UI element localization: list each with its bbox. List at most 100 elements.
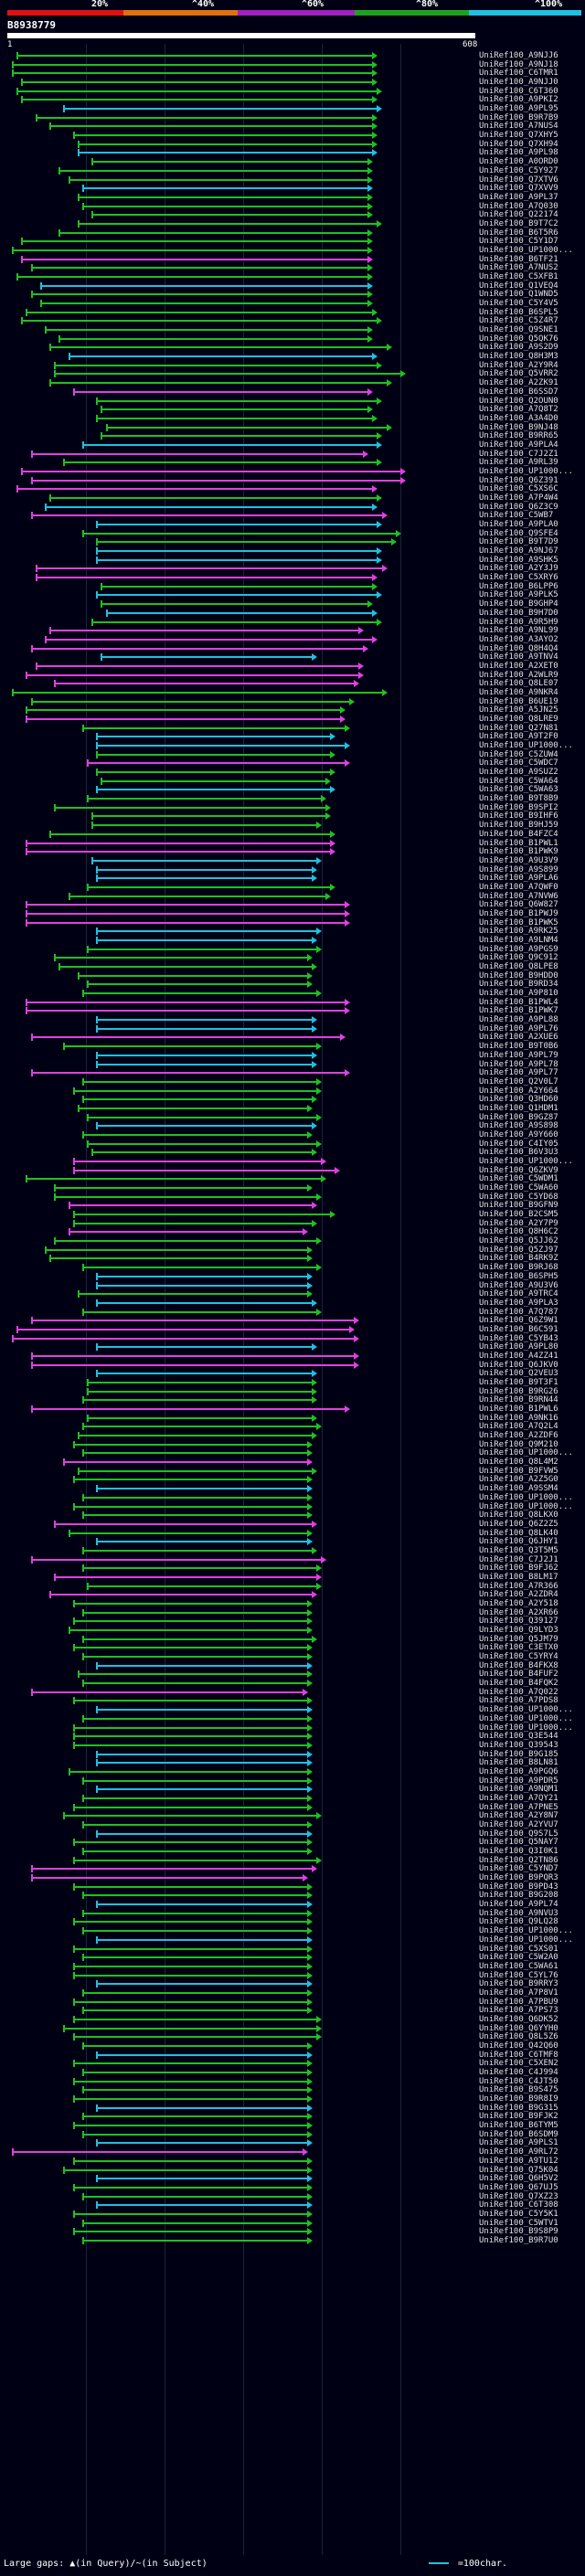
- hit-label[interactable]: UniRef100_B9R7U0: [479, 2235, 558, 2245]
- hit-label[interactable]: UniRef100_UP1000...: [479, 245, 573, 255]
- hit-label[interactable]: UniRef100_C5YND7: [479, 1864, 558, 1874]
- hit-row[interactable]: UniRef100_B9PD43: [0, 1882, 585, 1892]
- hit-row[interactable]: UniRef100_A7P4W4: [0, 493, 585, 503]
- hit-row[interactable]: UniRef100_B9HDD0: [0, 971, 585, 981]
- hit-row[interactable]: UniRef100_C5Y1D7: [0, 237, 585, 246]
- hit-label[interactable]: UniRef100_C5XS01: [479, 1944, 558, 1954]
- hit-row[interactable]: UniRef100_Q7XTV6: [0, 175, 585, 185]
- hit-label[interactable]: UniRef100_A9PL76: [479, 1023, 558, 1034]
- hit-row[interactable]: UniRef100_A9SSM4: [0, 1484, 585, 1493]
- hit-row[interactable]: UniRef100_A9U3V9: [0, 856, 585, 865]
- hit-label[interactable]: UniRef100_Q3E544: [479, 1732, 558, 1742]
- hit-label[interactable]: UniRef100_Q7XHY5: [479, 131, 558, 141]
- hit-row[interactable]: UniRef100_Q7XH94: [0, 140, 585, 149]
- hit-row[interactable]: UniRef100_Q8H6C2: [0, 1227, 585, 1236]
- hit-row[interactable]: UniRef100_Q9SNE1: [0, 325, 585, 334]
- hit-row[interactable]: UniRef100_Q27N81: [0, 724, 585, 733]
- hit-label[interactable]: UniRef100_Q6W827: [479, 900, 558, 910]
- hit-label[interactable]: UniRef100_A9PLA4: [479, 440, 558, 450]
- hit-row[interactable]: UniRef100_A9P810: [0, 989, 585, 998]
- hit-row[interactable]: UniRef100_Q5JM79: [0, 1635, 585, 1644]
- hit-row[interactable]: UniRef100_B9RR65: [0, 431, 585, 440]
- hit-row[interactable]: UniRef100_A9PLS1: [0, 2138, 585, 2147]
- hit-label[interactable]: UniRef100_B9G185: [479, 1749, 558, 1759]
- hit-row[interactable]: UniRef100_A7QWF0: [0, 883, 585, 892]
- hit-label[interactable]: UniRef100_C7J2Z1: [479, 449, 558, 459]
- hit-label[interactable]: UniRef100_UP1000...: [479, 466, 573, 476]
- hit-row[interactable]: UniRef100_Q8L5Z6: [0, 2032, 585, 2041]
- hit-label[interactable]: UniRef100_A9PL77: [479, 1068, 558, 1078]
- hit-label[interactable]: UniRef100_B9RRY3: [479, 1979, 558, 1989]
- hit-label[interactable]: UniRef100_A2ZK91: [479, 378, 558, 388]
- hit-label[interactable]: UniRef100_A7PDS8: [479, 1696, 558, 1706]
- hit-row[interactable]: UniRef100_A9PLA3: [0, 1299, 585, 1308]
- hit-row[interactable]: UniRef100_B6TYM5: [0, 2121, 585, 2130]
- hit-label[interactable]: UniRef100_UP1000...: [479, 1448, 573, 1458]
- hit-row[interactable]: UniRef100_Q5ZJ97: [0, 1246, 585, 1255]
- hit-label[interactable]: UniRef100_C5Y1D7: [479, 237, 558, 247]
- hit-row[interactable]: UniRef100_A2ZK91: [0, 378, 585, 387]
- hit-label[interactable]: UniRef100_B9PQR3: [479, 1873, 558, 1883]
- hit-label[interactable]: UniRef100_C5YL76: [479, 1970, 558, 1980]
- hit-label[interactable]: UniRef100_A4ZZ41: [479, 1351, 558, 1361]
- hit-row[interactable]: UniRef100_B2CSM5: [0, 1210, 585, 1219]
- hit-row[interactable]: UniRef100_C6T308: [0, 2200, 585, 2210]
- hit-label[interactable]: UniRef100_Q1VEQ4: [479, 281, 558, 291]
- hit-label[interactable]: UniRef100_A2WLR9: [479, 670, 558, 680]
- hit-label[interactable]: UniRef100_C5WA63: [479, 785, 558, 795]
- hit-row[interactable]: UniRef100_C6TMF8: [0, 2051, 585, 2060]
- hit-label[interactable]: UniRef100_B9IHF6: [479, 811, 558, 822]
- hit-row[interactable]: UniRef100_A9S898: [0, 1121, 585, 1130]
- hit-row[interactable]: UniRef100_B4FQK2: [0, 1679, 585, 1688]
- hit-row[interactable]: UniRef100_C5Y5K1: [0, 2210, 585, 2219]
- hit-label[interactable]: UniRef100_A7Q787: [479, 1307, 558, 1317]
- hit-row[interactable]: UniRef100_A9PL98: [0, 148, 585, 157]
- hit-row[interactable]: UniRef100_B6T5R6: [0, 228, 585, 238]
- hit-label[interactable]: UniRef100_UP1000...: [479, 1157, 573, 1166]
- hit-label[interactable]: UniRef100_A2Y664: [479, 1086, 558, 1096]
- hit-row[interactable]: UniRef100_A7Q2L4: [0, 1422, 585, 1431]
- hit-row[interactable]: UniRef100_Q39127: [0, 1617, 585, 1626]
- hit-label[interactable]: UniRef100_A9PL95: [479, 104, 558, 114]
- hit-row[interactable]: UniRef100_A9PLK5: [0, 590, 585, 599]
- hit-label[interactable]: UniRef100_Q7XH94: [479, 139, 558, 149]
- hit-row[interactable]: UniRef100_A9PLA6: [0, 874, 585, 883]
- hit-label[interactable]: UniRef100_Q8H3M3: [479, 352, 558, 362]
- hit-label[interactable]: UniRef100_C5WA61: [479, 1961, 558, 1971]
- hit-row[interactable]: UniRef100_Q1HDM1: [0, 1104, 585, 1113]
- hit-label[interactable]: UniRef100_Q5VRR2: [479, 369, 558, 379]
- hit-label[interactable]: UniRef100_A9PL37: [479, 192, 558, 202]
- hit-row[interactable]: UniRef100_Q39543: [0, 1741, 585, 1750]
- hit-label[interactable]: UniRef100_Q9LQ28: [479, 1917, 558, 1927]
- hit-label[interactable]: UniRef100_A9R5H9: [479, 617, 558, 627]
- hit-label[interactable]: UniRef100_UP1000...: [479, 1713, 573, 1723]
- hit-label[interactable]: UniRef100_Q8LRE9: [479, 715, 558, 724]
- hit-label[interactable]: UniRef100_C4J994: [479, 2068, 558, 2078]
- hit-row[interactable]: UniRef100_A2Y9R4: [0, 361, 585, 370]
- hit-row[interactable]: UniRef100_B9H7D0: [0, 609, 585, 618]
- hit-row[interactable]: UniRef100_A2Y3J9: [0, 564, 585, 573]
- hit-row[interactable]: UniRef100_C6TMR1: [0, 69, 585, 78]
- hit-row[interactable]: UniRef100_C5WDM1: [0, 1174, 585, 1183]
- hit-row[interactable]: UniRef100_A9PLA0: [0, 520, 585, 529]
- hit-label[interactable]: UniRef100_C5WB7: [479, 511, 554, 521]
- hit-label[interactable]: UniRef100_Q8LK40: [479, 1528, 558, 1538]
- hit-label[interactable]: UniRef100_A9PL88: [479, 1015, 558, 1025]
- hit-row[interactable]: UniRef100_A7Q8T2: [0, 405, 585, 414]
- hit-row[interactable]: UniRef100_C3ETX0: [0, 1643, 585, 1652]
- hit-label[interactable]: UniRef100_B1PWK9: [479, 847, 558, 857]
- hit-label[interactable]: UniRef100_Q5QK76: [479, 334, 558, 344]
- hit-label[interactable]: UniRef100_A7P4W4: [479, 493, 558, 503]
- hit-label[interactable]: UniRef100_Q6Z2Z5: [479, 1519, 558, 1529]
- hit-label[interactable]: UniRef100_Q22174: [479, 210, 558, 220]
- hit-row[interactable]: UniRef100_C4IY05: [0, 1140, 585, 1149]
- hit-row[interactable]: UniRef100_A9PLA4: [0, 440, 585, 450]
- hit-label[interactable]: UniRef100_B4FUF2: [479, 1670, 558, 1680]
- hit-label[interactable]: UniRef100_UP1000...: [479, 1501, 573, 1511]
- hit-label[interactable]: UniRef100_A9SUZ2: [479, 768, 558, 778]
- hit-label[interactable]: UniRef100_Q5JM79: [479, 1634, 558, 1644]
- hit-row[interactable]: UniRef100_A9TU12: [0, 2157, 585, 2166]
- hit-label[interactable]: UniRef100_C5XRY6: [479, 573, 558, 583]
- hit-row[interactable]: UniRef100_B9T3F1: [0, 1378, 585, 1387]
- hit-label[interactable]: UniRef100_A2Y3J9: [479, 564, 558, 574]
